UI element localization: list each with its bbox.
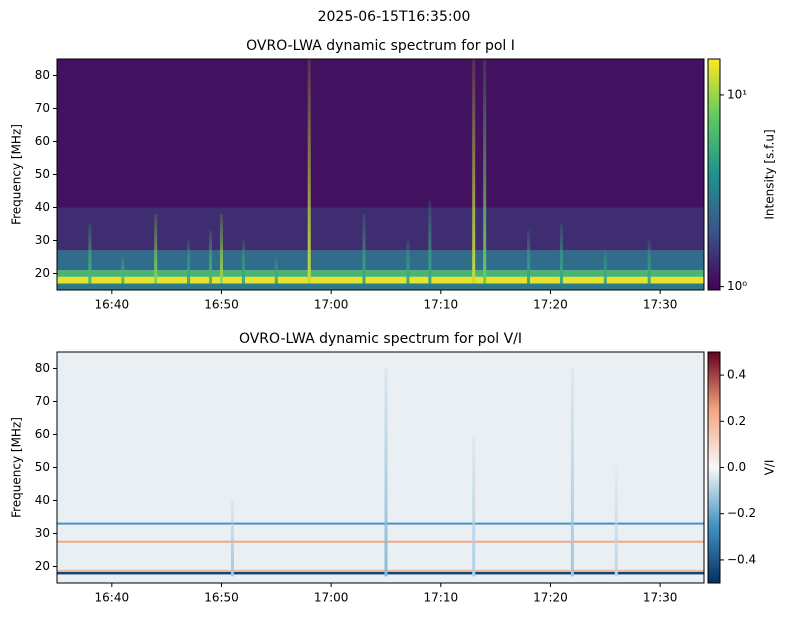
x-tick-label: 16:50: [204, 298, 239, 312]
burst: [472, 434, 476, 577]
colorbar-tick-label: −0.2: [727, 506, 756, 520]
colorbar-label: V/I: [763, 460, 777, 476]
figure-title: 2025-06-15T16:35:00: [318, 9, 471, 25]
band: [57, 352, 704, 583]
band: [57, 270, 704, 277]
y-tick-label: 80: [35, 361, 50, 375]
band: [57, 522, 704, 525]
x-tick-label: 17:20: [533, 298, 568, 312]
y-tick-label: 80: [35, 68, 50, 82]
y-tick-label: 60: [35, 134, 50, 148]
colorbar-tick-label: 0.4: [727, 368, 746, 382]
colorbar-tick-label: 0.0: [727, 460, 746, 474]
y-tick-label: 20: [35, 559, 50, 573]
y-axis-label: Frequency [MHz]: [10, 124, 24, 225]
y-tick-label: 70: [35, 101, 50, 115]
x-tick-label: 17:30: [643, 298, 678, 312]
colorbar: [707, 58, 721, 291]
burst: [384, 368, 388, 577]
axes-title: OVRO-LWA dynamic spectrum for pol I: [246, 38, 515, 54]
y-tick-label: 40: [35, 493, 50, 507]
burst: [307, 59, 311, 284]
plot-area: [57, 352, 704, 583]
band: [57, 250, 704, 271]
band: [57, 571, 704, 575]
x-tick-label: 16:50: [204, 591, 239, 605]
burst: [614, 467, 618, 577]
y-tick-label: 60: [35, 427, 50, 441]
burst: [230, 500, 234, 577]
burst: [472, 59, 476, 284]
y-tick-label: 20: [35, 266, 50, 280]
burst: [647, 240, 651, 284]
y-tick-label: 30: [35, 233, 50, 247]
burst: [219, 214, 223, 284]
burst: [603, 250, 607, 284]
y-axis-label: Frequency [MHz]: [10, 417, 24, 518]
x-tick-label: 17:30: [643, 591, 678, 605]
burst: [362, 214, 366, 284]
burst: [154, 214, 158, 284]
x-tick-label: 17:20: [533, 591, 568, 605]
colorbar-label: Intensity [s.f.u]: [763, 129, 777, 219]
y-tick-label: 40: [35, 200, 50, 214]
colorbar: [707, 351, 721, 584]
colorbar-tick-label: 10¹: [727, 87, 747, 101]
band: [57, 207, 704, 251]
x-tick-label: 17:10: [424, 298, 459, 312]
axes-title: OVRO-LWA dynamic spectrum for pol V/I: [239, 331, 522, 347]
burst: [274, 257, 278, 284]
band: [57, 540, 704, 543]
y-tick-label: 50: [35, 460, 50, 474]
colorbar-tick-label: 10⁰: [727, 279, 747, 293]
x-tick-label: 17:00: [314, 298, 349, 312]
y-tick-label: 30: [35, 526, 50, 540]
x-tick-label: 17:00: [314, 591, 349, 605]
y-tick-label: 50: [35, 167, 50, 181]
burst: [187, 240, 191, 284]
colorbar-tick-label: 0.2: [727, 414, 746, 428]
burst: [241, 240, 245, 284]
x-tick-label: 16:40: [95, 298, 130, 312]
burst: [483, 59, 487, 284]
burst: [88, 224, 92, 284]
burst: [209, 230, 213, 284]
plot-area: [57, 59, 704, 290]
band: [57, 283, 704, 290]
burst: [527, 230, 531, 284]
y-tick-label: 70: [35, 394, 50, 408]
burst: [406, 240, 410, 284]
band: [57, 569, 704, 572]
band: [57, 59, 704, 208]
burst: [121, 257, 125, 284]
burst: [428, 200, 432, 284]
burst: [559, 224, 563, 284]
x-tick-label: 16:40: [95, 591, 130, 605]
band: [57, 276, 704, 284]
burst: [570, 368, 574, 577]
colorbar-tick-label: −0.4: [727, 552, 756, 566]
x-tick-label: 17:10: [424, 591, 459, 605]
